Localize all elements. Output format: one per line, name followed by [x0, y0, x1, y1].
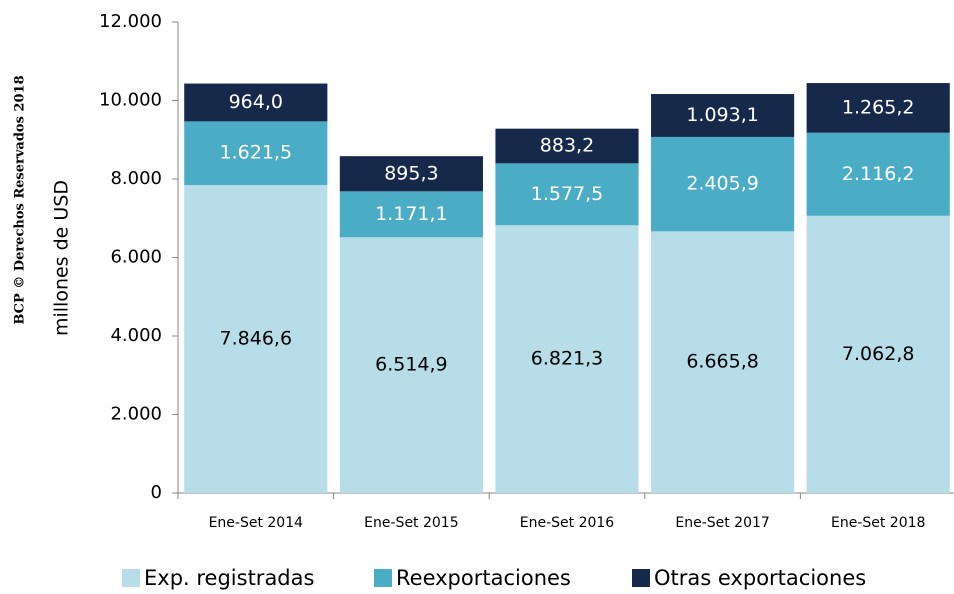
value-label: 895,3: [384, 162, 438, 184]
legend-label: Reexportaciones: [396, 566, 571, 590]
value-label: 1.621,5: [220, 142, 293, 164]
value-label: 883,2: [540, 135, 594, 157]
value-label: 964,0: [229, 91, 283, 113]
legend-swatch: [122, 569, 140, 587]
value-label: 1.093,1: [686, 104, 759, 126]
x-tick-label: Ene-Set 2018: [831, 515, 925, 531]
value-label: 1.265,2: [842, 96, 915, 118]
bar-segment: [339, 237, 483, 493]
y-tick-label: 2.000: [110, 404, 162, 425]
bar-segment: [184, 185, 328, 494]
x-tick-label: Ene-Set 2016: [520, 515, 615, 531]
bar-segment: [339, 191, 483, 238]
value-label: 6.665,8: [686, 351, 759, 373]
bar-segment: [806, 132, 950, 216]
y-tick-label: 10.000: [99, 90, 162, 111]
bar-segment: [184, 83, 328, 122]
watermark: BCP © Derechos Reservados 2018: [13, 75, 28, 324]
legend-swatch: [632, 569, 650, 587]
y-tick-label: 6.000: [110, 247, 162, 268]
legend-label: Otras exportaciones: [654, 566, 866, 590]
value-label: 2.116,2: [842, 163, 915, 185]
y-tick-label: 0: [151, 482, 162, 503]
bar-segment: [651, 136, 795, 232]
bar-segment: [495, 128, 639, 164]
value-label: 1.577,5: [531, 183, 604, 205]
bar-segment: [184, 121, 328, 186]
bar-segment: [651, 231, 795, 493]
bar-segment: [806, 83, 950, 133]
legend-label: Exp. registradas: [144, 566, 314, 590]
value-label: 6.821,3: [531, 348, 604, 370]
value-label: 7.846,6: [220, 328, 293, 350]
bar-segment: [495, 163, 639, 226]
y-axis-label: millones de USD: [51, 180, 73, 336]
x-tick-label: Ene-Set 2014: [209, 515, 304, 531]
x-tick-label: Ene-Set 2017: [675, 515, 769, 531]
bar-segment: [651, 94, 795, 137]
legend-swatch: [374, 569, 392, 587]
value-label: 2.405,9: [686, 173, 759, 195]
value-label: 6.514,9: [375, 354, 448, 376]
y-tick-label: 8.000: [110, 168, 162, 189]
y-tick-label: 4.000: [110, 325, 162, 346]
value-label: 7.062,8: [842, 343, 915, 365]
bar-segment: [495, 225, 639, 493]
x-tick-label: Ene-Set 2015: [364, 515, 458, 531]
value-label: 1.171,1: [375, 203, 448, 225]
bar-segment: [806, 215, 950, 493]
bar-segment: [339, 156, 483, 192]
y-tick-label: 12.000: [99, 11, 162, 32]
